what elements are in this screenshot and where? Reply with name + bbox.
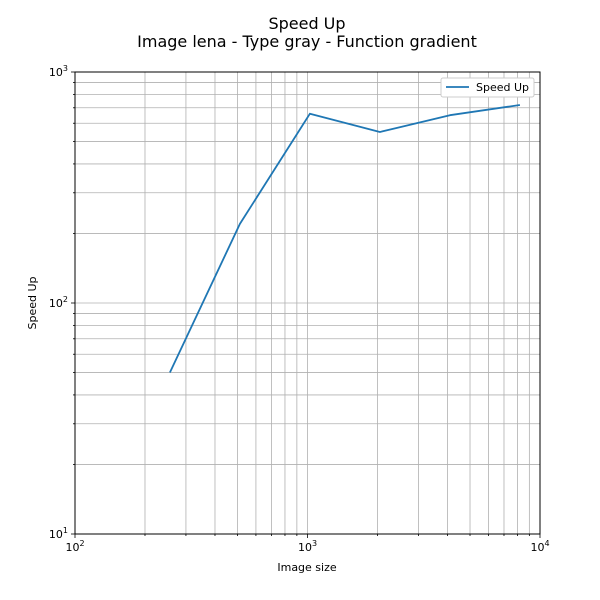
grid xyxy=(75,72,540,534)
y-axis-label: Speed Up xyxy=(26,276,39,329)
y-tick-label: 101 xyxy=(49,526,68,541)
x-axis-label: Image size xyxy=(277,561,337,574)
plot-frame xyxy=(74,71,541,535)
series-layer xyxy=(169,104,521,373)
x-tick-label: 102 xyxy=(65,539,84,554)
legend-label: Speed Up xyxy=(476,81,529,94)
y-tick-label: 103 xyxy=(49,64,68,79)
legend: Speed Up xyxy=(440,77,535,98)
chart-title: Speed Up xyxy=(268,14,345,33)
x-tick-label: 103 xyxy=(298,539,317,554)
x-tick-label: 104 xyxy=(530,539,549,554)
series-line-0 xyxy=(169,104,521,373)
tick-marks xyxy=(71,71,541,538)
y-tick-label: 102 xyxy=(49,295,68,310)
legend-box xyxy=(440,77,535,98)
chart-subtitle: Image lena - Type gray - Function gradie… xyxy=(137,32,477,51)
